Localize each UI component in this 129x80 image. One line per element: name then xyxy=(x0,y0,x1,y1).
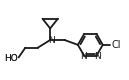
Text: Cl: Cl xyxy=(111,40,121,50)
Text: N: N xyxy=(94,52,101,61)
Text: N: N xyxy=(80,52,87,61)
Text: HO: HO xyxy=(4,54,18,63)
Text: HO: HO xyxy=(4,54,18,63)
Text: N: N xyxy=(48,36,55,44)
